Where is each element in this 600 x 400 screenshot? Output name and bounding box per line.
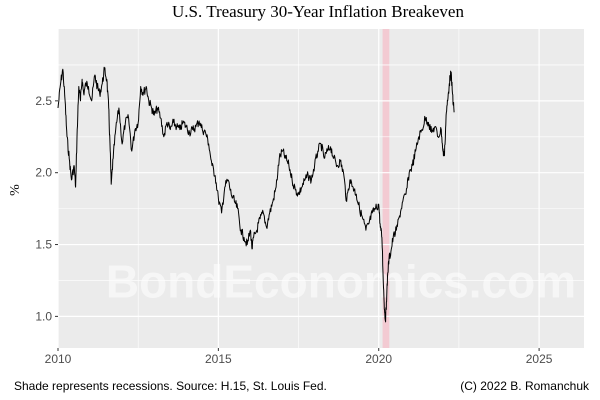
- chart-title: U.S. Treasury 30-Year Inflation Breakeve…: [172, 2, 464, 21]
- x-tick-label: 2015: [205, 352, 232, 366]
- y-tick-label: 1.5: [35, 238, 52, 252]
- y-tick-label: 1.0: [35, 309, 52, 323]
- x-tick-label: 2020: [365, 352, 392, 366]
- watermark: BondEconomics.com: [106, 256, 576, 308]
- x-tick-label: 2010: [45, 352, 72, 366]
- recession-band-0: [382, 29, 390, 348]
- x-axis: 2010 2015 2020 2025: [45, 348, 553, 366]
- major-gridlines: [57, 29, 584, 348]
- y-axis-label: %: [8, 184, 23, 196]
- y-axis: 1.0 1.5 2.0 2.5: [35, 94, 58, 323]
- copyright-caption: (C) 2022 B. Romanchuk: [460, 379, 590, 393]
- minor-gridlines: [58, 29, 584, 348]
- series-line: [57, 66, 455, 323]
- y-tick-label: 2.5: [35, 94, 52, 108]
- y-tick-label: 2.0: [35, 166, 52, 180]
- x-tick-label: 2025: [526, 352, 553, 366]
- source-caption: Shade represents recessions. Source: H.1…: [14, 379, 327, 393]
- recession-shading-group: [382, 29, 390, 348]
- plot-background: [58, 29, 584, 348]
- plot-panel: [58, 29, 584, 348]
